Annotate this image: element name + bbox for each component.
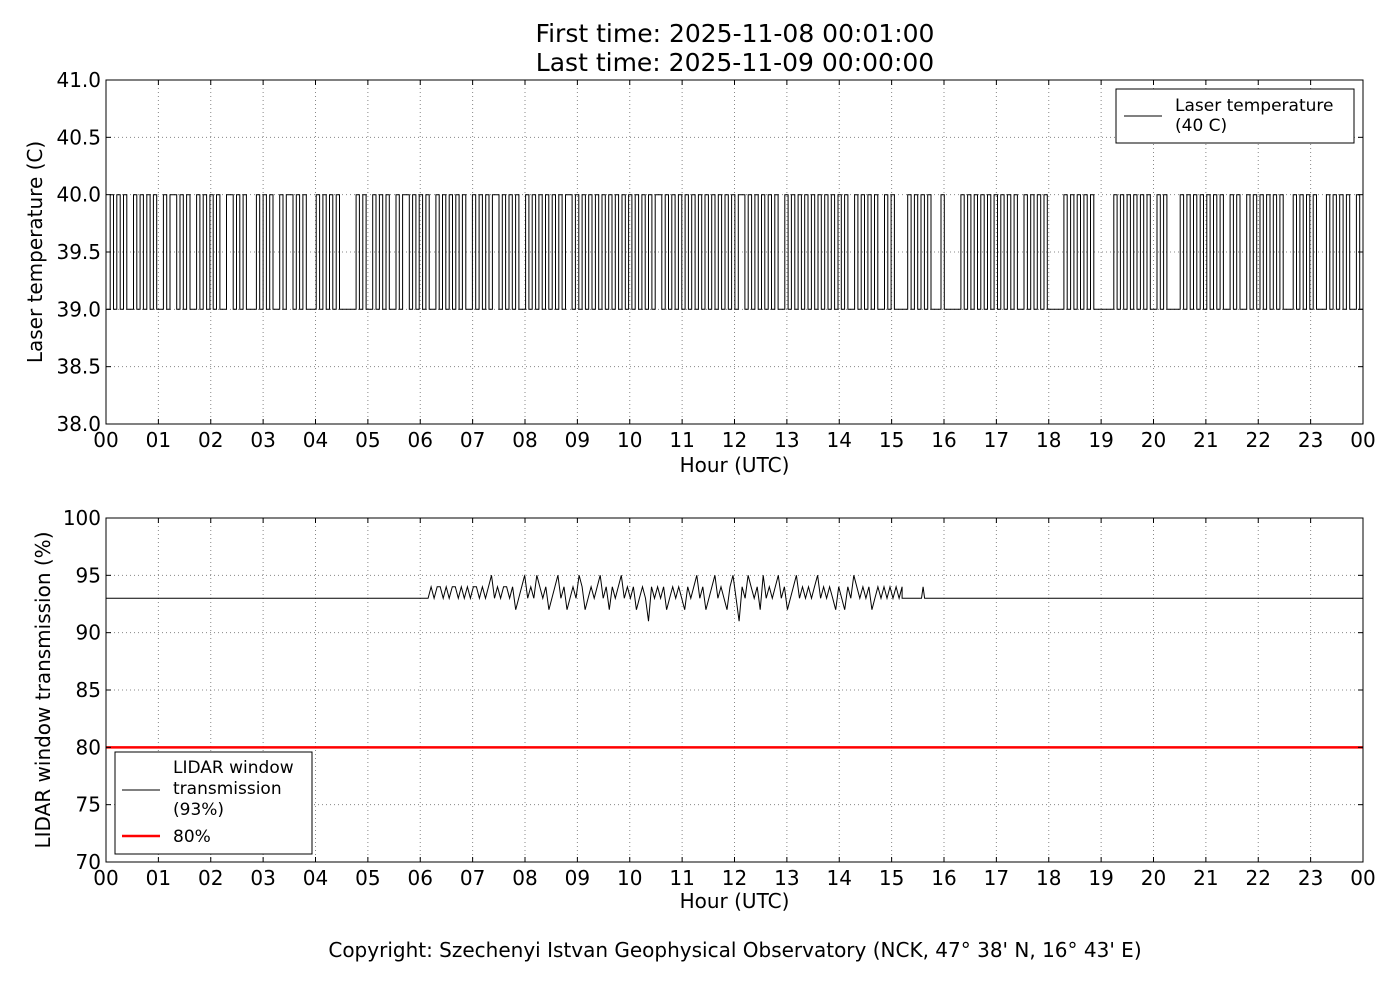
x-tick-label: 20 <box>1141 428 1166 452</box>
x-tick-label: 09 <box>565 866 590 890</box>
x-tick-label: 04 <box>303 428 328 452</box>
x-tick-label: 16 <box>931 866 956 890</box>
chart-title-line-2: Last time: 2025-11-09 00:00:00 <box>535 48 935 77</box>
x-tick-label: 19 <box>1088 428 1113 452</box>
x-tick-label: 10 <box>617 866 642 890</box>
x-tick-label: 01 <box>146 866 171 890</box>
y-tick-label: 85 <box>76 678 101 702</box>
series-line-1 <box>106 194 1363 310</box>
x-tick-label: 07 <box>460 428 485 452</box>
x-tick-label: 21 <box>1193 428 1218 452</box>
x-tick-label: 21 <box>1193 866 1218 890</box>
x-tick-label: 18 <box>1036 866 1061 890</box>
x-tick-label: 13 <box>774 428 799 452</box>
chart-title-line-1: First time: 2025-11-08 00:01:00 <box>535 19 935 48</box>
x-tick-label: 22 <box>1246 866 1271 890</box>
x-tick-label: 00 <box>93 866 118 890</box>
legend-label: transmission <box>173 779 282 799</box>
x-tick-label: 23 <box>1298 428 1323 452</box>
y-tick-label: 75 <box>76 793 101 817</box>
y-tick-label: 40.5 <box>56 125 101 149</box>
y-tick-label: 38.5 <box>56 355 101 379</box>
y-tick-label: 40.0 <box>56 183 101 207</box>
legend-label: 80% <box>173 827 211 847</box>
x-tick-label: 14 <box>827 866 852 890</box>
x-tick-label: 16 <box>931 428 956 452</box>
y-tick-label: 39.5 <box>56 240 101 264</box>
y-tick-label: 39.0 <box>56 297 101 321</box>
copyright-note: Copyright: Szechenyi Istvan Geophysical … <box>328 938 1142 962</box>
y-tick-label: 95 <box>76 563 101 587</box>
legend-label: LIDAR window <box>173 758 294 778</box>
y-tick-label: 41.0 <box>56 68 101 92</box>
y-axis-label: LIDAR window transmission (%) <box>31 532 55 849</box>
chart-1: 00 01 02 03 04 05 06 07 08 09 10 11 12 13 14 15 16 17 18 19… <box>23 68 1376 477</box>
x-tick-label: 14 <box>827 428 852 452</box>
x-tick-label: 01 <box>146 428 171 452</box>
x-axis-label: Hour (UTC) <box>680 889 790 913</box>
x-tick-label: 06 <box>408 428 433 452</box>
x-tick-label: 12 <box>722 866 747 890</box>
y-tick-label: 80 <box>76 735 101 759</box>
x-tick-label: 17 <box>984 428 1009 452</box>
y-axis-label: Laser temperature (C) <box>23 141 47 363</box>
x-tick-label: 17 <box>984 866 1009 890</box>
y-tick-label: 100 <box>63 506 101 530</box>
x-tick-label: 22 <box>1246 428 1271 452</box>
y-tick-label: 70 <box>76 850 101 874</box>
x-tick-label: 20 <box>1141 866 1166 890</box>
x-tick-label: 05 <box>355 866 380 890</box>
x-tick-label: 08 <box>512 428 537 452</box>
x-tick-label: 05 <box>355 428 380 452</box>
y-tick-label: 90 <box>76 621 101 645</box>
chart-2: 00 01 02 03 04 05 06 07 08 09 10 11 12 13 14 15 16 17 18 19… <box>31 506 1376 913</box>
x-tick-label: 13 <box>774 866 799 890</box>
x-tick-label: 00 <box>1350 428 1375 452</box>
legend-label: Laser temperature <box>1175 96 1333 116</box>
x-tick-label: 11 <box>669 866 694 890</box>
x-tick-label: 04 <box>303 866 328 890</box>
x-tick-label: 15 <box>879 866 904 890</box>
x-tick-label: 07 <box>460 866 485 890</box>
legend-label: (40 C) <box>1175 116 1227 136</box>
x-tick-label: 15 <box>879 428 904 452</box>
legend-label: (93%) <box>173 800 224 820</box>
x-tick-label: 18 <box>1036 428 1061 452</box>
x-tick-label: 00 <box>93 428 118 452</box>
legend: Laser temperature(40 C) <box>1115 88 1355 144</box>
x-tick-label: 19 <box>1088 866 1113 890</box>
x-tick-label: 09 <box>565 428 590 452</box>
x-tick-label: 02 <box>198 866 223 890</box>
x-tick-label: 08 <box>512 866 537 890</box>
x-tick-label: 03 <box>250 428 275 452</box>
x-tick-label: 11 <box>669 428 694 452</box>
x-tick-label: 00 <box>1350 866 1375 890</box>
series-line-1 <box>106 575 1363 622</box>
x-tick-label: 10 <box>617 428 642 452</box>
y-tick-label: 38.0 <box>56 412 101 436</box>
x-tick-label: 23 <box>1298 866 1323 890</box>
x-tick-label: 06 <box>408 866 433 890</box>
x-tick-label: 12 <box>722 428 747 452</box>
x-axis-label: Hour (UTC) <box>680 453 790 477</box>
x-tick-label: 02 <box>198 428 223 452</box>
x-tick-label: 03 <box>250 866 275 890</box>
